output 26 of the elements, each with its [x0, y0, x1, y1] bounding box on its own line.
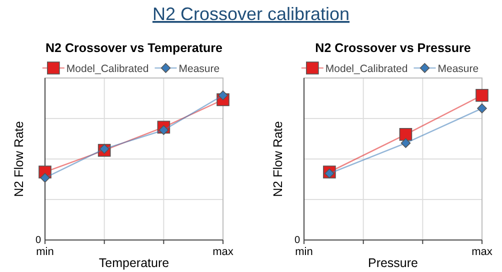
- chart-title: N2 Crossover vs Temperature: [46, 41, 223, 55]
- point: [476, 88, 488, 102]
- text: 0: [294, 235, 300, 246]
- point: [477, 103, 487, 114]
- legend-label: Model_Calibrated: [325, 63, 408, 75]
- y-axis-title: N2 Flow Rate: [271, 121, 285, 197]
- x-tick-label: min: [295, 246, 313, 258]
- x-tick-label: max: [472, 246, 493, 258]
- point: [158, 125, 169, 135]
- legend-label: Measure: [438, 63, 479, 75]
- point: [40, 172, 50, 183]
- x-tick-label: min: [36, 246, 54, 258]
- point: [99, 144, 110, 154]
- point: [400, 138, 411, 148]
- text: N2 Crossover calibration: [152, 4, 350, 24]
- y-axis-title: N2 Flow Rate: [12, 121, 26, 197]
- x-axis-title: Pressure: [368, 256, 418, 270]
- text: 0: [35, 235, 42, 246]
- legend-label: Model_Calibrated: [66, 63, 149, 75]
- x-axis-title: Temperature: [98, 256, 170, 270]
- x-tick-label: max: [212, 246, 234, 258]
- legend-label: Measure: [178, 63, 220, 75]
- point: [399, 128, 412, 141]
- point: [218, 90, 228, 100]
- point: [324, 168, 334, 178]
- chart-title: N2 Crossover vs Pressure: [315, 41, 471, 55]
